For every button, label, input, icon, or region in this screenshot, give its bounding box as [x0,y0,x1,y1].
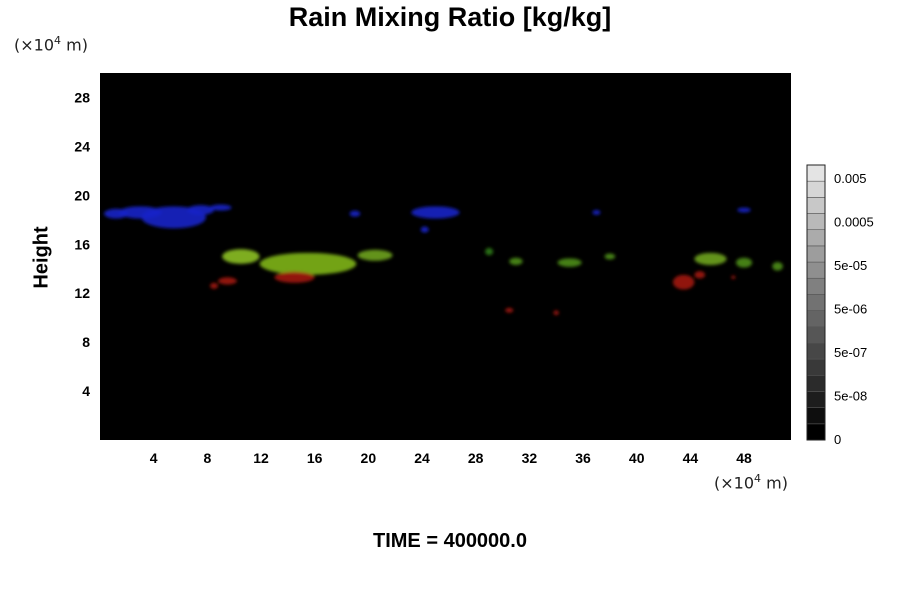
colorbar-level [806,391,826,408]
rain-feature-green [604,253,616,260]
colorbar-level [806,407,826,425]
x-tick-label: 28 [468,450,484,466]
rain-feature-blue [118,206,162,219]
colorbar [806,164,826,441]
colorbar-level [806,358,826,376]
colorbar-tick-label: 5e-06 [834,302,867,317]
rain-feature-red [731,275,736,280]
y-tick-label: 20 [74,187,90,203]
rain-feature-blue [210,204,232,211]
chart-title: Rain Mixing Ratio [kg/kg] [288,2,612,32]
x-tick-label: 32 [522,450,538,466]
x-tick-label: 48 [736,450,752,466]
colorbar-level [806,229,826,247]
rain-feature-red [210,282,219,289]
rain-feature-red [218,277,237,285]
x-tick-label: 12 [253,450,269,466]
y-axis-unit: (×104 m) [14,34,88,54]
colorbar-level [806,310,826,328]
colorbar-tick-label: 5e-08 [834,389,867,404]
rain-feature-green [259,252,357,275]
x-tick-label: 24 [414,450,430,466]
x-unit-prefix: (×10 [714,473,755,493]
colorbar-tick-label: 5e-05 [834,258,867,273]
y-unit-prefix: (×10 [14,35,55,55]
colorbar-level [806,342,826,360]
y-tick-label: 24 [74,138,90,154]
rain-feature-red [274,271,315,283]
rain-feature-green [735,257,753,268]
y-tick-label: 8 [82,334,90,350]
rain-feature-red [672,274,695,290]
y-tick-label: 28 [74,89,90,105]
x-tick-label: 36 [575,450,591,466]
colorbar-labels: 0.005 0.0005 5e-05 5e-06 5e-07 5e-08 0 [834,171,874,447]
colorbar-tick-label: 0.005 [834,171,867,186]
x-unit-exponent: 4 [754,472,762,485]
rain-feature-red [694,271,706,279]
colorbar-level [806,277,826,295]
x-axis-ticks: 4 8 12 16 20 24 28 32 36 40 44 48 [150,450,752,466]
y-tick-label: 4 [82,383,90,399]
rain-feature-blue [187,205,215,215]
rain-feature-green [557,258,582,267]
rain-feature-blue [592,210,601,215]
x-axis-unit: (×104 m) [714,472,788,492]
colorbar-level [806,423,826,441]
colorbar-level [806,374,826,392]
rain-feature-blue [411,206,460,219]
rain-feature-blue [737,207,751,213]
colorbar-level [806,197,826,214]
x-tick-label: 20 [361,450,377,466]
y-unit-exponent: 4 [54,34,62,47]
x-tick-label: 40 [629,450,645,466]
colorbar-level [806,164,826,182]
heatmap-features [104,204,783,316]
rain-feature-green [509,257,523,266]
rain-feature-green [357,249,393,261]
colorbar-tick-label: 0 [834,432,841,447]
colorbar-level [806,326,826,344]
colorbar-level [806,245,826,263]
x-tick-label: 8 [203,450,211,466]
x-tick-label: 44 [683,450,699,466]
rain-feature-green [772,262,783,271]
y-unit-suffix: m) [61,35,88,55]
colorbar-tick-label: 5e-07 [834,345,867,360]
time-label: TIME = 400000.0 [373,530,527,552]
x-tick-label: 16 [307,450,323,466]
y-axis-ticks: 4 8 12 16 20 24 28 [74,89,90,399]
colorbar-tick-label: 0.0005 [834,215,874,230]
colorbar-level [806,261,826,279]
rain-feature-green [485,247,494,256]
y-tick-label: 12 [74,285,90,301]
x-unit-suffix: m) [761,473,788,493]
rain-feature-red [553,310,559,316]
rain-feature-blue [104,208,129,219]
plot-area [100,73,791,440]
colorbar-level [806,213,826,231]
x-tick-label: 4 [150,450,158,466]
rain-feature-blue [349,210,361,217]
rain-feature-red [505,307,514,313]
rain-feature-green [694,252,727,266]
colorbar-frame [806,164,826,441]
colorbar-level [806,180,826,198]
colorbar-level [806,294,826,311]
rain-feature-blue [420,226,429,233]
rain-feature-green [222,249,260,264]
y-tick-label: 16 [74,236,90,252]
